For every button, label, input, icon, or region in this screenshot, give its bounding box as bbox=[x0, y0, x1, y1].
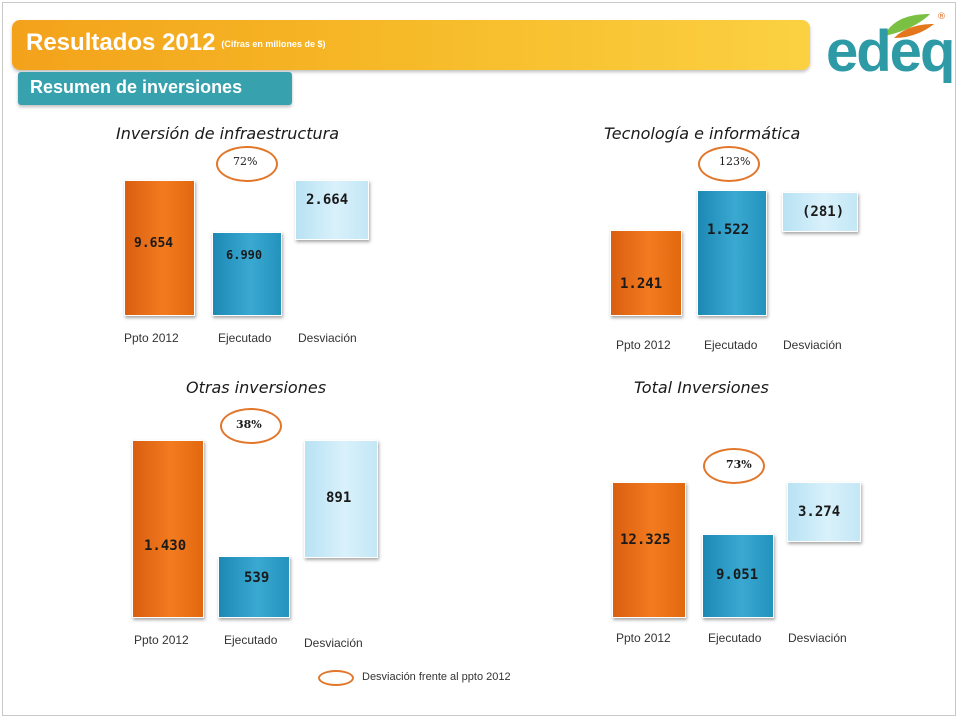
category-label-desviacion: Desviación bbox=[304, 636, 363, 650]
category-label-desviacion: Desviación bbox=[788, 631, 847, 645]
logo-leaves-icon bbox=[884, 14, 934, 38]
legend-text: Desviación frente al ppto 2012 bbox=[362, 671, 511, 683]
category-label-desviacion: Desviación bbox=[298, 331, 357, 345]
bar-ejecutado bbox=[218, 556, 290, 618]
company-logo: edeq ® bbox=[820, 8, 955, 88]
bar-ejecutado bbox=[697, 190, 767, 316]
chart-title: Tecnología e informática bbox=[604, 124, 801, 143]
execution-pct-ellipse bbox=[698, 146, 760, 182]
bar-value-ppto-2012: 1.241 bbox=[620, 276, 663, 292]
legend-ellipse-icon bbox=[318, 670, 354, 686]
execution-pct-label: 123% bbox=[719, 155, 751, 168]
bar-value-desviacion: 2.664 bbox=[306, 192, 349, 208]
category-label-ejecutado: Ejecutado bbox=[218, 331, 272, 345]
bar-ejecutado bbox=[702, 534, 774, 618]
bar-value-ppto-2012: 1.430 bbox=[144, 538, 187, 554]
subtitle-text: Resumen de inversiones bbox=[30, 77, 243, 97]
subtitle-tab: Resumen de inversiones bbox=[18, 72, 292, 105]
bar-ppto-2012 bbox=[610, 230, 682, 316]
bar-value-desviacion: 3.274 bbox=[798, 504, 841, 520]
execution-pct-ellipse bbox=[216, 146, 278, 182]
execution-pct-ellipse bbox=[703, 448, 765, 484]
chart-title: Total Inversiones bbox=[634, 378, 769, 397]
logo-registered-mark: ® bbox=[937, 12, 946, 22]
bar-value-ejecutado: 1.522 bbox=[707, 222, 750, 238]
bar-value-ppto-2012: 9.654 bbox=[134, 236, 174, 251]
slide-title: Resultados 2012 (Cifras en millones de $) bbox=[26, 29, 325, 57]
category-label-ppto-2012: Ppto 2012 bbox=[616, 631, 671, 645]
bar-desviacion bbox=[304, 440, 378, 558]
title-bar: Resultados 2012 (Cifras en millones de $) bbox=[12, 20, 810, 70]
title-note: (Cifras en millones de $) bbox=[221, 38, 326, 49]
bar-value-desviacion: (281) bbox=[802, 204, 845, 220]
execution-pct-label: 38% bbox=[236, 418, 262, 431]
execution-pct-ellipse bbox=[220, 408, 282, 444]
bar-desviacion bbox=[787, 482, 861, 542]
category-label-ppto-2012: Ppto 2012 bbox=[124, 331, 179, 345]
bar-ejecutado bbox=[212, 232, 282, 316]
bar-desviacion bbox=[295, 180, 369, 240]
bar-desviacion bbox=[782, 192, 858, 232]
bar-ppto-2012 bbox=[124, 180, 195, 316]
bar-value-desviacion: 891 bbox=[326, 490, 352, 506]
execution-pct-label: 73% bbox=[726, 458, 752, 471]
bar-ppto-2012 bbox=[132, 440, 204, 618]
logo-text: edeq bbox=[826, 19, 955, 84]
bar-value-ppto-2012: 12.325 bbox=[620, 532, 671, 548]
category-label-ppto-2012: Ppto 2012 bbox=[134, 633, 189, 647]
chart-title: Inversión de infraestructura bbox=[116, 124, 339, 143]
category-label-ejecutado: Ejecutado bbox=[224, 633, 278, 647]
title-text: Resultados 2012 bbox=[26, 29, 216, 56]
category-label-ejecutado: Ejecutado bbox=[708, 631, 762, 645]
category-label-desviacion: Desviación bbox=[783, 338, 842, 352]
bar-value-ejecutado: 539 bbox=[244, 570, 270, 586]
bar-value-ejecutado: 9.051 bbox=[716, 567, 759, 583]
category-label-ppto-2012: Ppto 2012 bbox=[616, 338, 671, 352]
bar-ppto-2012 bbox=[612, 482, 686, 618]
execution-pct-label: 72% bbox=[233, 155, 258, 168]
category-label-ejecutado: Ejecutado bbox=[704, 338, 758, 352]
chart-title: Otras inversiones bbox=[186, 378, 327, 397]
bar-value-ejecutado: 6.990 bbox=[226, 248, 263, 262]
